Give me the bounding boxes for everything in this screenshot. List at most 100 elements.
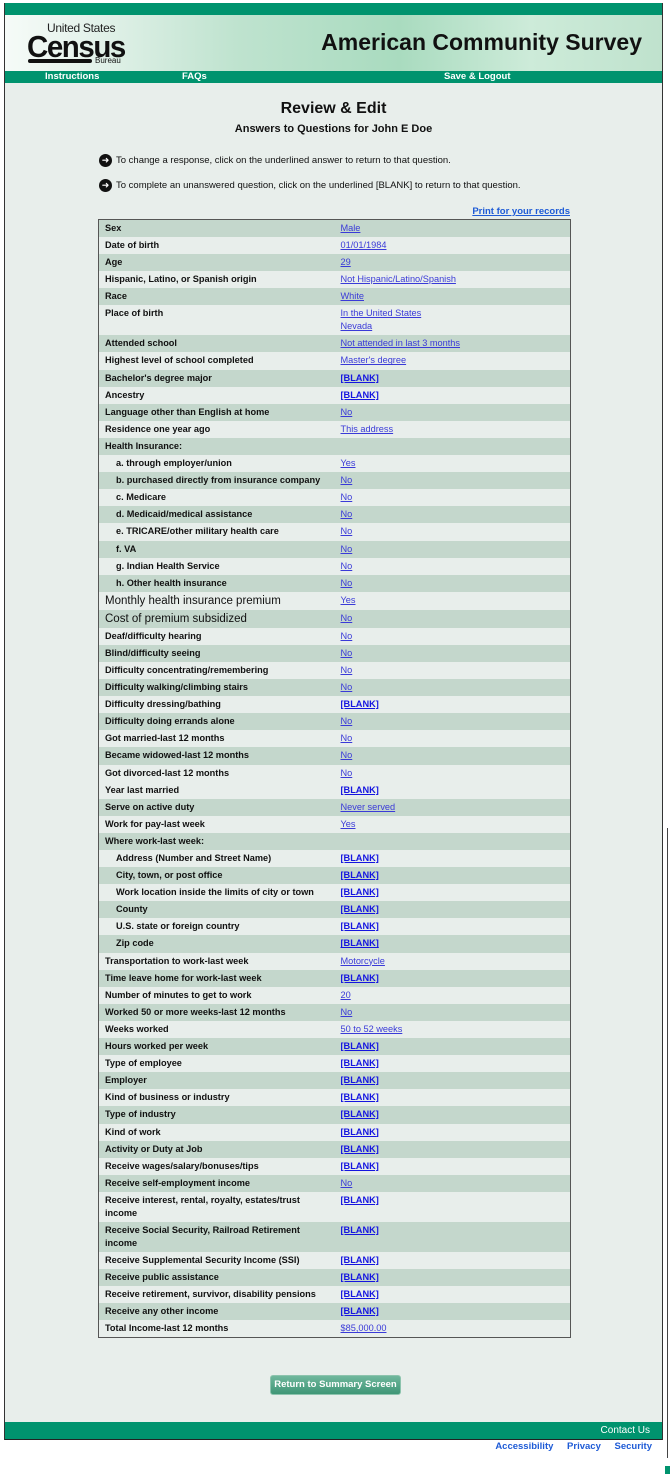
print-link[interactable]: Print for your records	[472, 206, 570, 217]
contact-us-link[interactable]: Contact Us	[600, 1425, 650, 1436]
blank-answer-link[interactable]: [BLANK]	[340, 904, 379, 915]
answer-link[interactable]: In the United States	[340, 308, 422, 319]
blank-answer-link[interactable]: [BLANK]	[340, 1160, 379, 1171]
answer-cell: Yes	[335, 816, 571, 833]
table-row: Receive Supplemental Security Income (SS…	[98, 1251, 571, 1269]
table-row: Serve on active duty Never served	[98, 798, 571, 816]
blank-answer-link[interactable]: [BLANK]	[340, 389, 379, 400]
instruction-text: To complete an unanswered question, clic…	[116, 180, 521, 191]
blank-answer-link[interactable]: [BLANK]	[340, 1109, 379, 1120]
blank-answer-link[interactable]: [BLANK]	[340, 1224, 379, 1235]
question-label: Receive interest, rental, royalty, estat…	[105, 1194, 300, 1218]
answer-cell: 20	[335, 987, 571, 1004]
question-label: Difficulty dressing/bathing	[105, 699, 221, 710]
blank-answer-link[interactable]: [BLANK]	[340, 1306, 379, 1317]
question-label: Receive self-employment income	[105, 1177, 251, 1188]
answer-link[interactable]: No	[340, 767, 353, 778]
answer-link[interactable]: This address	[340, 423, 394, 434]
answer-link[interactable]: Never served	[340, 801, 396, 812]
instruction-text: To change a response, click on the under…	[116, 155, 451, 166]
question-label: Ancestry	[105, 389, 145, 400]
answer-link[interactable]: No	[340, 475, 353, 486]
answer-cell: No	[335, 506, 571, 523]
blank-answer-link[interactable]: [BLANK]	[340, 1289, 379, 1300]
answer-link[interactable]: Yes	[340, 458, 356, 469]
question-label: Worked 50 or more weeks-last 12 months	[105, 1006, 286, 1017]
blank-answer-link[interactable]: [BLANK]	[340, 853, 379, 863]
answer-link[interactable]: No	[340, 526, 353, 537]
privacy-link[interactable]: Privacy	[567, 1441, 601, 1452]
return-to-summary-button[interactable]: Return to Summary Screen	[270, 1375, 401, 1395]
accessibility-link[interactable]: Accessibility	[495, 1441, 554, 1452]
logo-census: Census	[27, 29, 126, 64]
nav-save-logout[interactable]: Save & Logout	[444, 71, 511, 82]
blank-answer-link[interactable]: [BLANK]	[340, 1254, 379, 1265]
answer-link[interactable]: Not Hispanic/Latino/Spanish	[340, 274, 456, 285]
answer-link[interactable]: Motorcycle	[340, 955, 385, 966]
blank-answer-link[interactable]: [BLANK]	[340, 1143, 379, 1154]
answer-link[interactable]: Male	[340, 223, 361, 233]
blank-answer-link[interactable]: [BLANK]	[340, 870, 379, 881]
blank-answer-link[interactable]: [BLANK]	[340, 699, 379, 710]
answer-link[interactable]: No	[340, 682, 353, 693]
answer-link[interactable]: No	[340, 406, 353, 417]
answer-link[interactable]: 20	[340, 989, 351, 1000]
blank-answer-link[interactable]: [BLANK]	[340, 1075, 379, 1086]
answer-link[interactable]: Not attended in last 3 months	[340, 338, 461, 349]
answer-cell: $85,000.00	[335, 1320, 571, 1338]
answer-link[interactable]: No	[340, 716, 353, 727]
answer-cell: Male	[335, 220, 571, 238]
answer-link[interactable]: No	[340, 560, 353, 571]
security-link[interactable]: Security	[614, 1441, 653, 1452]
question-label: h. Other health insurance	[116, 577, 227, 588]
answer-cell: No	[335, 541, 571, 558]
answer-link[interactable]: No	[340, 612, 353, 623]
table-row: Kind of work [BLANK]	[98, 1123, 571, 1141]
question-label: Zip code	[116, 938, 154, 949]
answer-link[interactable]: No	[340, 509, 353, 520]
answer-link[interactable]: No	[340, 1006, 353, 1017]
answer-link[interactable]: No	[340, 1177, 353, 1188]
answer-link[interactable]: No	[340, 733, 353, 744]
answer-link[interactable]: Nevada	[340, 321, 373, 332]
blank-answer-link[interactable]: [BLANK]	[340, 1041, 379, 1052]
answer-link[interactable]: No	[340, 664, 353, 675]
answer-link[interactable]: Yes	[340, 818, 356, 829]
answer-link[interactable]: 29	[340, 257, 351, 268]
blank-answer-link[interactable]: [BLANK]	[340, 372, 379, 383]
question-label: g. Indian Health Service	[116, 560, 220, 571]
table-row: Hispanic, Latino, or Spanish origin Not H…	[98, 271, 571, 289]
nav-faqs[interactable]: FAQs	[182, 71, 207, 82]
answer-link[interactable]: Yes	[340, 594, 356, 605]
table-row: Attended school Not attended in last 3 mo…	[98, 335, 571, 353]
blank-answer-link[interactable]: [BLANK]	[340, 1058, 379, 1069]
question-label: Transportation to work-last week	[105, 955, 249, 966]
question-label: Year last married	[105, 784, 180, 795]
question-label: Weeks worked	[105, 1023, 169, 1034]
answer-link[interactable]: No	[340, 647, 353, 658]
nav-instructions[interactable]: Instructions	[45, 71, 100, 82]
blank-answer-link[interactable]: [BLANK]	[340, 938, 379, 949]
blank-answer-link[interactable]: [BLANK]	[340, 887, 379, 898]
answer-link[interactable]: No	[340, 630, 353, 641]
answer-link[interactable]: 01/01/1984	[340, 240, 387, 250]
blank-answer-link[interactable]: [BLANK]	[340, 784, 379, 795]
answer-link[interactable]: No	[340, 492, 353, 503]
answer-link[interactable]: White	[340, 291, 365, 302]
answer-link[interactable]: No	[340, 577, 353, 588]
blank-answer-link[interactable]: [BLANK]	[340, 1126, 379, 1137]
answer-link[interactable]: 50 to 52 weeks	[340, 1023, 403, 1034]
blank-answer-link[interactable]: [BLANK]	[340, 1194, 379, 1205]
answer-link[interactable]: $85,000.00	[340, 1323, 387, 1334]
table-row: Number of minutes to get to work 20	[98, 986, 571, 1004]
answer-link[interactable]: Master's degree	[340, 355, 407, 366]
answer-link[interactable]: No	[340, 750, 353, 761]
answer-link[interactable]: No	[340, 543, 353, 554]
blank-answer-link[interactable]: [BLANK]	[340, 1092, 379, 1103]
blank-answer-link[interactable]: [BLANK]	[340, 1271, 379, 1282]
blank-answer-link[interactable]: [BLANK]	[340, 972, 379, 983]
question-label: Cost of premium subsidized	[105, 612, 247, 625]
answer-cell	[335, 833, 571, 850]
blank-answer-link[interactable]: [BLANK]	[340, 921, 379, 932]
table-row: Got married-last 12 months No	[98, 730, 571, 748]
